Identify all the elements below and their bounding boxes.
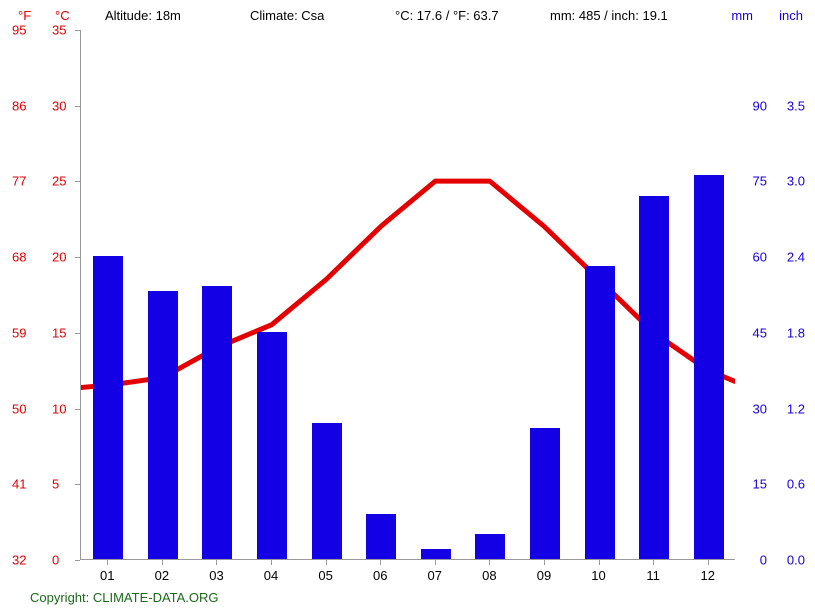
x-tick-month: 11 (646, 568, 660, 583)
precip-bar (257, 332, 287, 559)
altitude-label: Altitude: 18m (105, 8, 181, 23)
x-tick-month: 01 (100, 568, 114, 583)
y-tick-mm: 0 (760, 553, 767, 568)
x-tick-month: 06 (373, 568, 387, 583)
precip-bar (366, 514, 396, 559)
y-tick-fahrenheit: 95 (12, 23, 26, 38)
precip-bar (202, 286, 232, 559)
y-tick-mm: 60 (753, 250, 767, 265)
y-tick-fahrenheit: 50 (12, 401, 26, 416)
precip-bar (585, 266, 615, 559)
y-tick-celsius: 30 (52, 98, 66, 113)
y-tick-fahrenheit: 59 (12, 325, 26, 340)
x-tick-month: 10 (591, 568, 605, 583)
y-tick-fahrenheit: 41 (12, 477, 26, 492)
temp-label: °C: 17.6 / °F: 63.7 (395, 8, 499, 23)
precip-bar (421, 549, 451, 559)
y-tick-fahrenheit: 32 (12, 553, 26, 568)
y-tick-celsius: 20 (52, 250, 66, 265)
x-tick-month: 08 (482, 568, 496, 583)
x-tick-month: 05 (318, 568, 332, 583)
precip-bar (694, 175, 724, 559)
precip-bar (148, 291, 178, 559)
y-tick-mm: 15 (753, 477, 767, 492)
x-tick-month: 09 (537, 568, 551, 583)
y-tick-celsius: 0 (52, 553, 59, 568)
precip-bar (93, 256, 123, 559)
temperature-line (81, 30, 735, 559)
y-tick-fahrenheit: 86 (12, 98, 26, 113)
y-tick-celsius: 10 (52, 401, 66, 416)
precip-label: mm: 485 / inch: 19.1 (550, 8, 668, 23)
y-tick-inch: 1.8 (787, 325, 805, 340)
y-tick-celsius: 5 (52, 477, 59, 492)
y-tick-fahrenheit: 68 (12, 250, 26, 265)
x-tick-month: 12 (700, 568, 714, 583)
precip-bar (475, 534, 505, 559)
y-tick-inch: 0.0 (787, 553, 805, 568)
precip-bar (530, 428, 560, 559)
y-tick-inch: 3.0 (787, 174, 805, 189)
x-tick-month: 02 (155, 568, 169, 583)
plot-area (80, 30, 735, 560)
climate-label: Climate: Csa (250, 8, 324, 23)
y-tick-mm: 75 (753, 174, 767, 189)
precip-bar (639, 196, 669, 559)
y-tick-inch: 3.5 (787, 98, 805, 113)
y-tick-fahrenheit: 77 (12, 174, 26, 189)
y-tick-inch: 1.2 (787, 401, 805, 416)
fahrenheit-label: °F (18, 8, 31, 23)
x-tick-month: 07 (428, 568, 442, 583)
y-tick-mm: 90 (753, 98, 767, 113)
climate-chart: °F °C Altitude: 18m Climate: Csa °C: 17.… (0, 0, 815, 611)
y-tick-celsius: 25 (52, 174, 66, 189)
copyright-text: Copyright: CLIMATE-DATA.ORG (30, 590, 219, 605)
inch-label: inch (779, 8, 803, 23)
y-tick-inch: 2.4 (787, 250, 805, 265)
x-tick-month: 03 (209, 568, 223, 583)
precip-bar (312, 423, 342, 559)
celsius-label: °C (55, 8, 70, 23)
y-tick-celsius: 35 (52, 23, 66, 38)
y-tick-mm: 30 (753, 401, 767, 416)
y-tick-celsius: 15 (52, 325, 66, 340)
y-tick-mm: 45 (753, 325, 767, 340)
mm-label: mm (731, 8, 753, 23)
x-tick-month: 04 (264, 568, 278, 583)
y-tick-inch: 0.6 (787, 477, 805, 492)
